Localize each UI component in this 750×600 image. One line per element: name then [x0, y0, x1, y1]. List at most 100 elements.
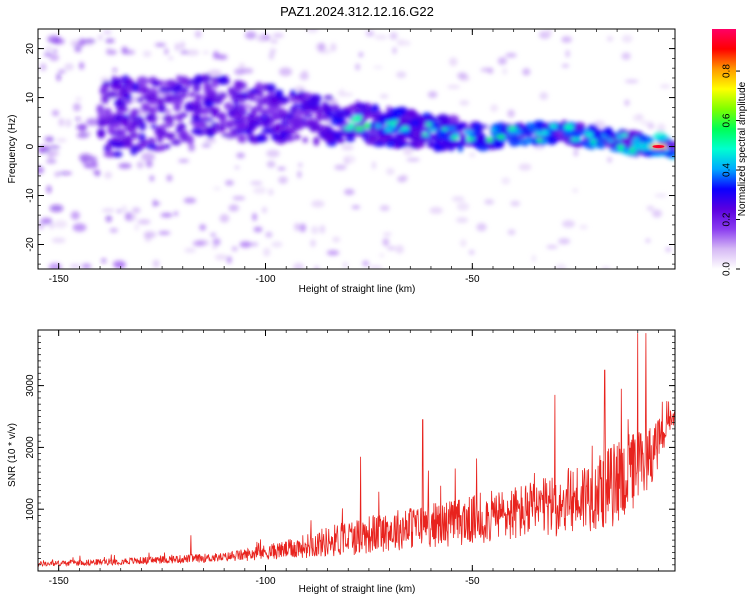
y-tick-label: -10	[25, 188, 36, 203]
y-tick-label: 20	[25, 43, 36, 55]
heatmap-ridge-cell	[180, 91, 188, 99]
heatmap-noise-cell	[64, 63, 74, 71]
heatmap-noise-cell	[79, 153, 93, 163]
heatmap-core-cell	[616, 144, 624, 149]
heatmap-noise-cell	[579, 224, 588, 230]
heatmap-ridge-cell	[184, 101, 193, 112]
heatmap-noise-cell	[44, 136, 55, 143]
heatmap-noise-cell	[403, 147, 413, 156]
heatmap-ridge-cell	[237, 96, 246, 103]
heatmap-ridge-cell	[223, 102, 234, 111]
heatmap-ridge-cell	[303, 91, 310, 99]
snr-series-line	[38, 333, 675, 568]
heatmap-ridge-cell	[103, 151, 117, 158]
heatmap-noise-cell	[194, 30, 202, 39]
heatmap-ridge-cell	[159, 144, 166, 151]
heatmap-core-cell	[620, 133, 628, 138]
heatmap-noise-cell	[339, 88, 345, 97]
heatmap-noise-cell	[314, 265, 320, 269]
heatmap-noise-cell	[365, 30, 375, 37]
heatmap-noise-cell	[49, 223, 55, 230]
heatmap-ridge-cell	[319, 130, 328, 140]
heatmap-noise-cell	[75, 97, 82, 101]
heatmap-noise-cell	[116, 209, 122, 214]
heatmap-ridge-cell	[261, 127, 275, 135]
heatmap-ridge-cell	[112, 141, 125, 149]
heatmap-core-cell	[591, 142, 598, 148]
heatmap-noise-cell	[278, 67, 293, 77]
heatmap-ridge-cell	[114, 129, 126, 136]
heatmap-ridge-cell	[329, 104, 340, 110]
heatmap-noise-cell	[201, 143, 212, 147]
heatmap-ridge-cell	[227, 87, 234, 95]
heatmap-ridge-cell	[176, 123, 187, 130]
heatmap-ridge-cell	[190, 128, 203, 134]
heatmap-ridge-cell	[400, 108, 407, 114]
heatmap-noise-cell	[72, 223, 87, 232]
heatmap-noise-cell	[112, 68, 117, 73]
heatmap-noise-cell	[109, 228, 119, 233]
heatmap-noise-cell	[561, 63, 570, 68]
heatmap-ridge-cell	[387, 113, 398, 121]
heatmap-core-cell	[606, 139, 614, 143]
heatmap-noise-cell	[386, 245, 396, 251]
heatmap-ridge-cell	[110, 78, 122, 85]
heatmap-noise-cell	[136, 161, 144, 169]
heatmap-noise-cell	[459, 100, 470, 106]
heatmap-noise-cell	[43, 52, 52, 57]
heatmap-ridge-cell	[203, 80, 210, 85]
heatmap-noise-cell	[371, 161, 377, 170]
heatmap-noise-cell	[231, 246, 238, 252]
heatmap-core-cell	[633, 136, 639, 141]
heatmap-noise-cell	[266, 149, 280, 158]
heatmap-noise-cell	[319, 224, 326, 234]
heatmap-noise-cell	[382, 232, 392, 236]
heatmap-core-cell	[630, 147, 635, 153]
heatmap-ridge-cell	[111, 84, 123, 91]
heatmap-ridge-cell	[138, 133, 146, 142]
heatmap-ridge-cell	[441, 130, 448, 140]
heatmap-core-cell	[644, 137, 649, 143]
heatmap-ridge-cell	[150, 124, 158, 129]
heatmap-ridge-cell	[232, 84, 242, 93]
heatmap-noise-cell	[56, 138, 67, 143]
heatmap-ridge-cell	[211, 79, 219, 89]
heatmap-ridge-cell	[412, 129, 425, 139]
heatmap-noise-cell	[212, 244, 218, 250]
heatmap-ridge-cell	[138, 121, 147, 131]
heatmap-core-cell	[397, 125, 403, 130]
heatmap-ridge-cell	[156, 133, 164, 144]
heatmap-ridge-cell	[273, 123, 280, 131]
heatmap-noise-cell	[624, 99, 630, 107]
heatmap-ridge-cell	[511, 135, 519, 143]
x-tick-label: -100	[255, 274, 275, 285]
heatmap-noise-cell	[507, 109, 515, 118]
heatmap-ridge-cell	[250, 134, 256, 141]
heatmap-ridge-cell	[379, 114, 388, 124]
heatmap-ridge-cell	[388, 108, 402, 113]
heatmap-core-cell	[379, 131, 388, 136]
heatmap-ridge-cell	[337, 138, 345, 144]
heatmap-ridge-cell	[236, 122, 249, 131]
heatmap-ridge-cell	[321, 101, 329, 110]
heatmap-noise-cell	[137, 219, 151, 225]
heatmap-noise-cell	[270, 39, 278, 44]
heatmap-noise-cell	[74, 117, 81, 121]
heatmap-core-cell	[541, 129, 550, 136]
heatmap-ridge-cell	[248, 88, 260, 93]
heatmap-noise-cell	[368, 265, 383, 269]
heatmap-ridge-cell	[136, 97, 144, 103]
heatmap-ridge-cell	[660, 150, 667, 156]
heatmap-noise-cell	[332, 236, 341, 243]
heatmap-ridge-cell	[456, 123, 465, 130]
heatmap-ridge-cell	[216, 75, 229, 85]
heatmap-noise-cell	[522, 68, 531, 76]
heatmap-noise-cell	[476, 223, 487, 232]
heatmap-ridge-cell	[204, 99, 215, 108]
heatmap-ridge-cell	[111, 136, 122, 143]
heatmap-ridge-cell	[313, 136, 320, 146]
heatmap-noise-cell	[539, 92, 549, 101]
heatmap-noise-cell	[54, 171, 60, 177]
heatmap-core-cell	[461, 137, 467, 141]
heatmap-noise-cell	[268, 52, 275, 60]
